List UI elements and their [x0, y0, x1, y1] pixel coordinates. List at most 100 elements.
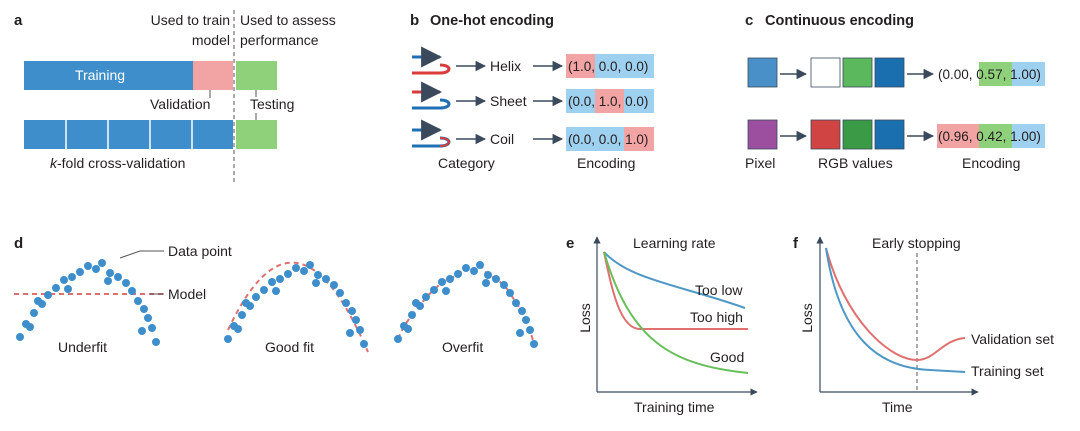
data-point [134, 297, 142, 305]
data-point [404, 325, 412, 333]
too-low-label: Too low [695, 282, 743, 298]
data-point [30, 309, 38, 317]
data-point [356, 326, 364, 334]
rgb-swatch-r1-red [810, 57, 841, 88]
data-point [412, 299, 420, 307]
sheet-encoding: (0.0, 1.0, 0.0) [568, 94, 648, 109]
panel-c-letter: c [745, 12, 753, 29]
panel-d-letter: d [14, 235, 23, 252]
data-point [260, 286, 268, 294]
data-point [104, 277, 112, 285]
data-point [16, 333, 24, 341]
training-set-label: Training set [971, 363, 1044, 379]
train-header-line2: model [192, 32, 230, 48]
data-point [360, 340, 368, 348]
data-point [98, 259, 106, 267]
panel-a: a Used to train model Used to assess per… [14, 10, 336, 185]
panel-e: e Learning rate Loss Training time Too l… [566, 235, 758, 415]
panel-f-letter: f [793, 235, 799, 252]
data-point [84, 262, 92, 270]
underfit-plot [14, 259, 164, 346]
kfold-rest: -fold cross-validation [57, 155, 185, 171]
helix-encoding: (1.0, 0.0, 0.0) [568, 59, 648, 74]
coil-label: Coil [490, 131, 514, 147]
panel-e-xlabel: Training time [634, 399, 715, 415]
data-point [526, 326, 534, 334]
overfit-points [394, 261, 538, 348]
data-point [92, 265, 100, 273]
data-point [492, 275, 500, 283]
panel-c: c Continuous encoding (0.00, 0.57, 1.00)… [745, 12, 1045, 171]
data-point [122, 279, 130, 287]
encoding-r1: (0.00, 0.57, 1.00) [938, 67, 1041, 82]
coil-cell-3 [624, 127, 654, 151]
training-curve [825, 247, 966, 373]
data-point [530, 340, 538, 348]
rgb-swatch-r2-blue [874, 119, 905, 150]
data-point [322, 275, 330, 283]
data-point [482, 279, 490, 287]
goodfit-plot [224, 261, 369, 353]
sheet-label: Sheet [490, 93, 527, 109]
data-point-label: Data point [168, 243, 232, 259]
sheet-cell-2 [595, 89, 624, 113]
helix-cell-1 [566, 54, 595, 78]
data-point [518, 307, 526, 315]
coil-encoding: (0.0, 0.0, 1.0) [568, 132, 648, 147]
underfit-points [16, 259, 160, 346]
data-point [64, 285, 72, 293]
data-point [484, 271, 492, 279]
validation-curve [825, 247, 966, 362]
helix-label: Helix [490, 58, 521, 74]
panel-e-title: Learning rate [633, 235, 716, 251]
panel-b-letter: b [410, 12, 419, 29]
too-low-curve [603, 251, 746, 309]
panel-f-ylabel: Loss [799, 303, 815, 333]
goodfit-points [224, 261, 368, 348]
panel-b-title: One-hot encoding [430, 13, 554, 29]
encoding-cell-r1-3 [1012, 62, 1045, 86]
sheet-glyph [412, 81, 451, 110]
data-point [422, 293, 430, 301]
data-point [476, 261, 484, 269]
data-point [76, 268, 84, 276]
data-point [438, 278, 446, 286]
data-point [234, 325, 242, 333]
encoding-cell-r2-2 [979, 124, 1012, 148]
rgb-swatch-r2-red [810, 119, 841, 150]
panel-c-title: Continuous encoding [765, 13, 914, 29]
pixel-swatch-2 [747, 119, 778, 150]
data-point [336, 289, 344, 297]
encoding-r2: (0.96, 0.42, 1.00) [938, 129, 1041, 144]
data-point [252, 293, 260, 301]
testing-bar [236, 61, 277, 90]
data-point [60, 276, 68, 284]
kfold-bar [24, 120, 277, 149]
data-point [148, 324, 156, 332]
data-point [462, 264, 470, 272]
too-high-curve [603, 251, 748, 330]
overfit-plot [394, 261, 538, 348]
data-point [268, 278, 276, 286]
data-point [512, 299, 520, 307]
encoding-label-b: Encoding [577, 155, 635, 171]
data-point [34, 297, 42, 305]
underfit-label: Underfit [58, 339, 107, 355]
data-point [138, 327, 146, 335]
sheet-cell-1 [566, 89, 595, 113]
data-point [238, 311, 246, 319]
kfold-testing-bar [236, 120, 277, 149]
training-bar [24, 61, 193, 90]
kfold-label: k-fold cross-validation [50, 155, 185, 171]
panel-e-letter: e [566, 235, 574, 252]
rgb-swatch-r1-blue [874, 57, 905, 88]
coil-cell-rest [566, 127, 624, 151]
data-point [224, 335, 232, 343]
data-point [408, 311, 416, 319]
panel-a-letter: a [14, 12, 23, 29]
pixel-swatch-1 [747, 57, 778, 88]
panel-d: d Data point Model Underfit Good fit Ove… [14, 235, 538, 355]
helix-cell-rest [595, 54, 654, 78]
data-point [506, 289, 514, 297]
